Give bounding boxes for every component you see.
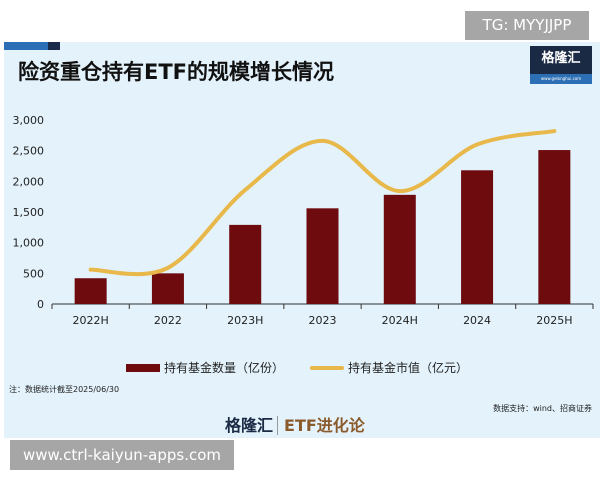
decor-bar bbox=[4, 42, 48, 50]
bar bbox=[538, 150, 571, 304]
x-tick-label: 2023H bbox=[227, 314, 263, 327]
x-tick-label: 2024 bbox=[463, 314, 491, 327]
footnote: 注：数据统计截至2025/06/30 bbox=[9, 385, 120, 394]
legend-label: 持有基金市值（亿元） bbox=[348, 361, 469, 375]
tg-watermark: TG: MYYJJPP bbox=[465, 11, 589, 40]
y-tick-label: 500 bbox=[23, 267, 44, 280]
x-tick-label: 2025H bbox=[536, 314, 572, 327]
x-tick-label: 2024H bbox=[382, 314, 418, 327]
data-source: 数据支持：wind、招商证券 bbox=[493, 404, 592, 413]
y-tick-label: 1,000 bbox=[13, 237, 45, 250]
legend-swatch-bar bbox=[126, 363, 160, 372]
y-tick-label: 2,000 bbox=[13, 175, 45, 188]
y-tick-label: 0 bbox=[37, 298, 44, 311]
y-tick-label: 1,500 bbox=[13, 206, 45, 219]
footer-logo: 格隆汇 ETF进化论 bbox=[225, 416, 365, 435]
bar bbox=[383, 194, 416, 304]
chart-panel bbox=[4, 42, 600, 438]
bar bbox=[151, 273, 184, 304]
bar bbox=[229, 224, 262, 304]
legend-swatch-line bbox=[310, 365, 344, 370]
legend-bar: 持有基金数量（亿份） bbox=[126, 359, 284, 376]
y-tick-label: 2,500 bbox=[13, 145, 45, 158]
x-tick-label: 2022H bbox=[73, 314, 109, 327]
x-tick-label: 2023 bbox=[309, 314, 337, 327]
bar bbox=[461, 170, 494, 304]
chart-title: 险资重仓持有ETF的规模增长情况 bbox=[18, 60, 335, 84]
brand-logo: 格隆汇 www.gelonghui.com bbox=[530, 46, 592, 84]
y-tick-label: 3,000 bbox=[13, 114, 45, 127]
legend-line: 持有基金市值（亿元） bbox=[310, 359, 468, 376]
x-tick-label: 2022 bbox=[154, 314, 182, 327]
bar bbox=[74, 278, 107, 304]
decor-bar bbox=[48, 42, 60, 50]
legend-label: 持有基金数量（亿份） bbox=[164, 361, 285, 375]
url-watermark: www.ctrl-kaiyun-apps.com bbox=[10, 440, 234, 470]
bar bbox=[306, 208, 339, 304]
